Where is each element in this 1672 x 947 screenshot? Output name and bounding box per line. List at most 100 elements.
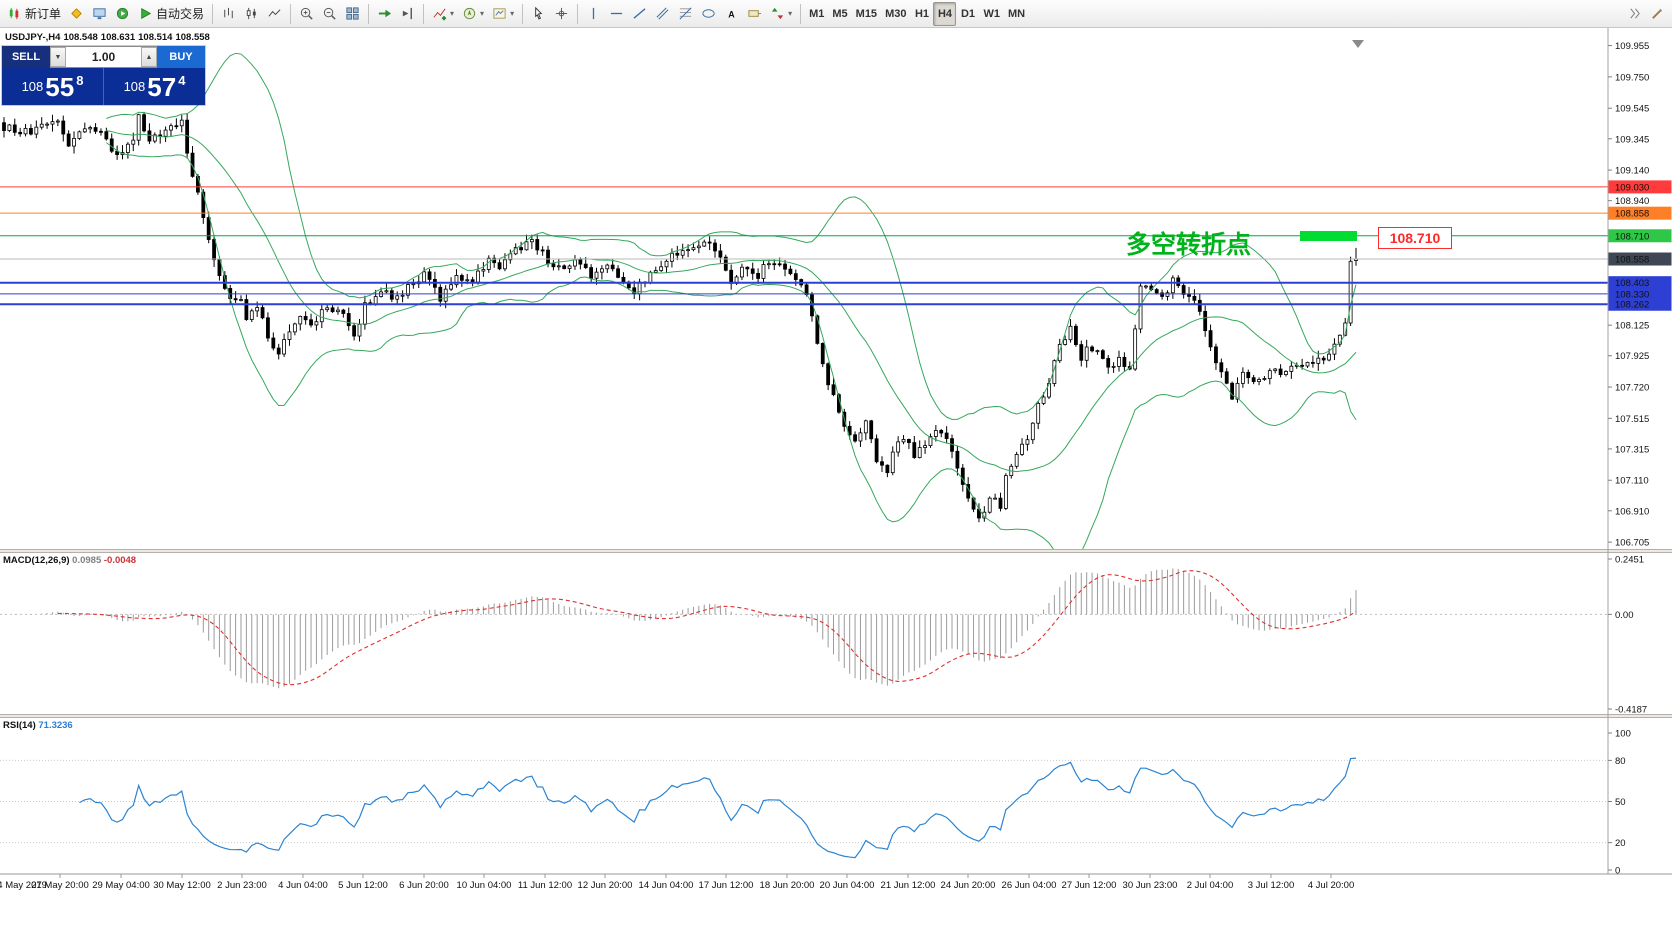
svg-text:A: A xyxy=(728,9,735,19)
zoom-in-button[interactable] xyxy=(295,2,318,26)
autoscroll-icon xyxy=(377,6,392,21)
tester-button[interactable] xyxy=(111,2,134,26)
zoom-out-button[interactable] xyxy=(318,2,341,26)
terminal-button[interactable] xyxy=(88,2,111,26)
trendline-button[interactable] xyxy=(628,2,651,26)
timeframe-m15-label: M15 xyxy=(855,7,878,20)
label-button[interactable] xyxy=(743,2,766,26)
svg-text:107.925: 107.925 xyxy=(1615,351,1649,362)
svg-text:50: 50 xyxy=(1615,797,1626,808)
crosshair-button[interactable] xyxy=(550,2,573,26)
indicators-button[interactable]: ▾ xyxy=(428,2,458,26)
sell-price-mid: 55 xyxy=(45,71,75,102)
navigator-icon xyxy=(462,6,477,21)
buy-button[interactable]: BUY xyxy=(157,46,205,68)
timeframe-m30[interactable]: M30 xyxy=(881,2,910,26)
svg-text:106.910: 106.910 xyxy=(1615,506,1649,517)
timeframe-m5[interactable]: M5 xyxy=(828,2,851,26)
timeframe-h1[interactable]: H1 xyxy=(910,2,933,26)
rsi-value: 71.3236 xyxy=(38,720,73,731)
timeframe-h4[interactable]: H4 xyxy=(933,1,957,26)
svg-text:0.2451: 0.2451 xyxy=(1615,555,1644,566)
hline-icon xyxy=(609,6,624,21)
cursor-button[interactable] xyxy=(527,2,550,26)
navigator-button[interactable]: ▾ xyxy=(458,2,488,26)
svg-text:109.545: 109.545 xyxy=(1615,104,1649,115)
macd-name: MACD(12,26,9) xyxy=(3,555,70,566)
candlepair-icon xyxy=(7,6,22,21)
timeframe-m1[interactable]: M1 xyxy=(805,2,828,26)
svg-text:20: 20 xyxy=(1615,838,1626,849)
svg-text:4 Jul 20:00: 4 Jul 20:00 xyxy=(1308,880,1354,891)
vertical-line-button[interactable] xyxy=(582,2,605,26)
candle-chart-button[interactable] xyxy=(240,2,263,26)
text-button[interactable]: A xyxy=(720,2,743,26)
channel-icon xyxy=(655,6,670,21)
panel-separator[interactable] xyxy=(0,549,1672,553)
sell-button[interactable]: SELL xyxy=(2,46,50,68)
toolbar-separator xyxy=(368,3,370,24)
svg-text:107.315: 107.315 xyxy=(1615,444,1649,455)
mql-button[interactable] xyxy=(65,2,88,26)
auto-scroll-button[interactable] xyxy=(373,2,396,26)
buy-price-big: 108 xyxy=(123,79,146,94)
channel-button[interactable] xyxy=(651,2,674,26)
tile-icon xyxy=(345,6,360,21)
price-axis[interactable]: 109.955 109.750 109.545 109.345 109.140 108.9… xyxy=(1607,28,1672,877)
toolbar-separator xyxy=(290,3,292,24)
autotrading-button[interactable]: 自动交易 xyxy=(134,2,208,26)
templates-button[interactable]: ▾ xyxy=(488,2,518,26)
tline-icon xyxy=(632,6,647,21)
svg-text:26 Jun 04:00: 26 Jun 04:00 xyxy=(1002,880,1057,891)
buy-price[interactable]: 108 57 4 xyxy=(104,68,205,105)
toolbar-tools-button[interactable] xyxy=(1646,2,1669,26)
timeframe-m15[interactable]: M15 xyxy=(852,2,881,26)
vline-icon xyxy=(586,6,601,21)
panel-separator[interactable] xyxy=(0,714,1672,718)
new-order-button[interactable]: 新订单 xyxy=(3,2,65,26)
zoomin-icon xyxy=(299,6,314,21)
volume-decrease-button[interactable]: ▼ xyxy=(50,47,66,67)
svg-text:4 Jun 04:00: 4 Jun 04:00 xyxy=(278,880,328,891)
macd-series xyxy=(0,568,1608,689)
volume-input[interactable] xyxy=(66,47,141,67)
timeframe-mn-label: MN xyxy=(1007,7,1026,20)
volume-increase-button[interactable]: ▲ xyxy=(141,47,157,67)
svg-text:24 May 2019: 24 May 2019 xyxy=(0,880,47,891)
chart-shift-marker[interactable] xyxy=(1352,40,1364,48)
line-chart-button[interactable] xyxy=(263,2,286,26)
timeframe-d1-label: D1 xyxy=(960,7,975,20)
tile-windows-button[interactable] xyxy=(341,2,364,26)
buy-price-mid: 57 xyxy=(147,71,177,102)
rsi-indicator-label: RSI(14) 71.3236 xyxy=(3,720,73,731)
toolbar-right-group xyxy=(1623,2,1669,26)
svg-text:10 Jun 04:00: 10 Jun 04:00 xyxy=(457,880,512,891)
crosshair-icon xyxy=(554,6,569,21)
toolbar-separator xyxy=(522,3,524,24)
chart-shift-button[interactable] xyxy=(396,2,419,26)
svg-text:24 Jun 20:00: 24 Jun 20:00 xyxy=(941,880,996,891)
timeframe-w1[interactable]: W1 xyxy=(979,2,1004,26)
bar-chart-button[interactable] xyxy=(217,2,240,26)
dropdown-arrow-icon: ▾ xyxy=(480,9,485,18)
timeframe-m5-label: M5 xyxy=(832,7,848,20)
arrows-button[interactable]: ▾ xyxy=(766,2,796,26)
price-marker-tag: 108.403 xyxy=(1608,276,1672,290)
dropdown-arrow-icon: ▾ xyxy=(510,9,515,18)
fibonacci-button[interactable] xyxy=(674,2,697,26)
toolbar-customize-button[interactable] xyxy=(1623,2,1646,26)
sell-price-sup: 8 xyxy=(76,73,84,88)
price-marker-tag: 109.030 xyxy=(1608,180,1672,194)
timeframe-mn[interactable]: MN xyxy=(1004,2,1029,26)
svg-text:27 Jun 12:00: 27 Jun 12:00 xyxy=(1062,880,1117,891)
horizontal-line-button[interactable] xyxy=(605,2,628,26)
timeframe-d1[interactable]: D1 xyxy=(956,2,979,26)
shapes-button[interactable] xyxy=(697,2,720,26)
sell-price[interactable]: 108 55 8 xyxy=(2,68,104,105)
template-icon xyxy=(492,6,507,21)
svg-text:108.940: 108.940 xyxy=(1615,196,1649,207)
indicator-icon xyxy=(432,6,447,21)
svg-text:80: 80 xyxy=(1615,756,1626,767)
